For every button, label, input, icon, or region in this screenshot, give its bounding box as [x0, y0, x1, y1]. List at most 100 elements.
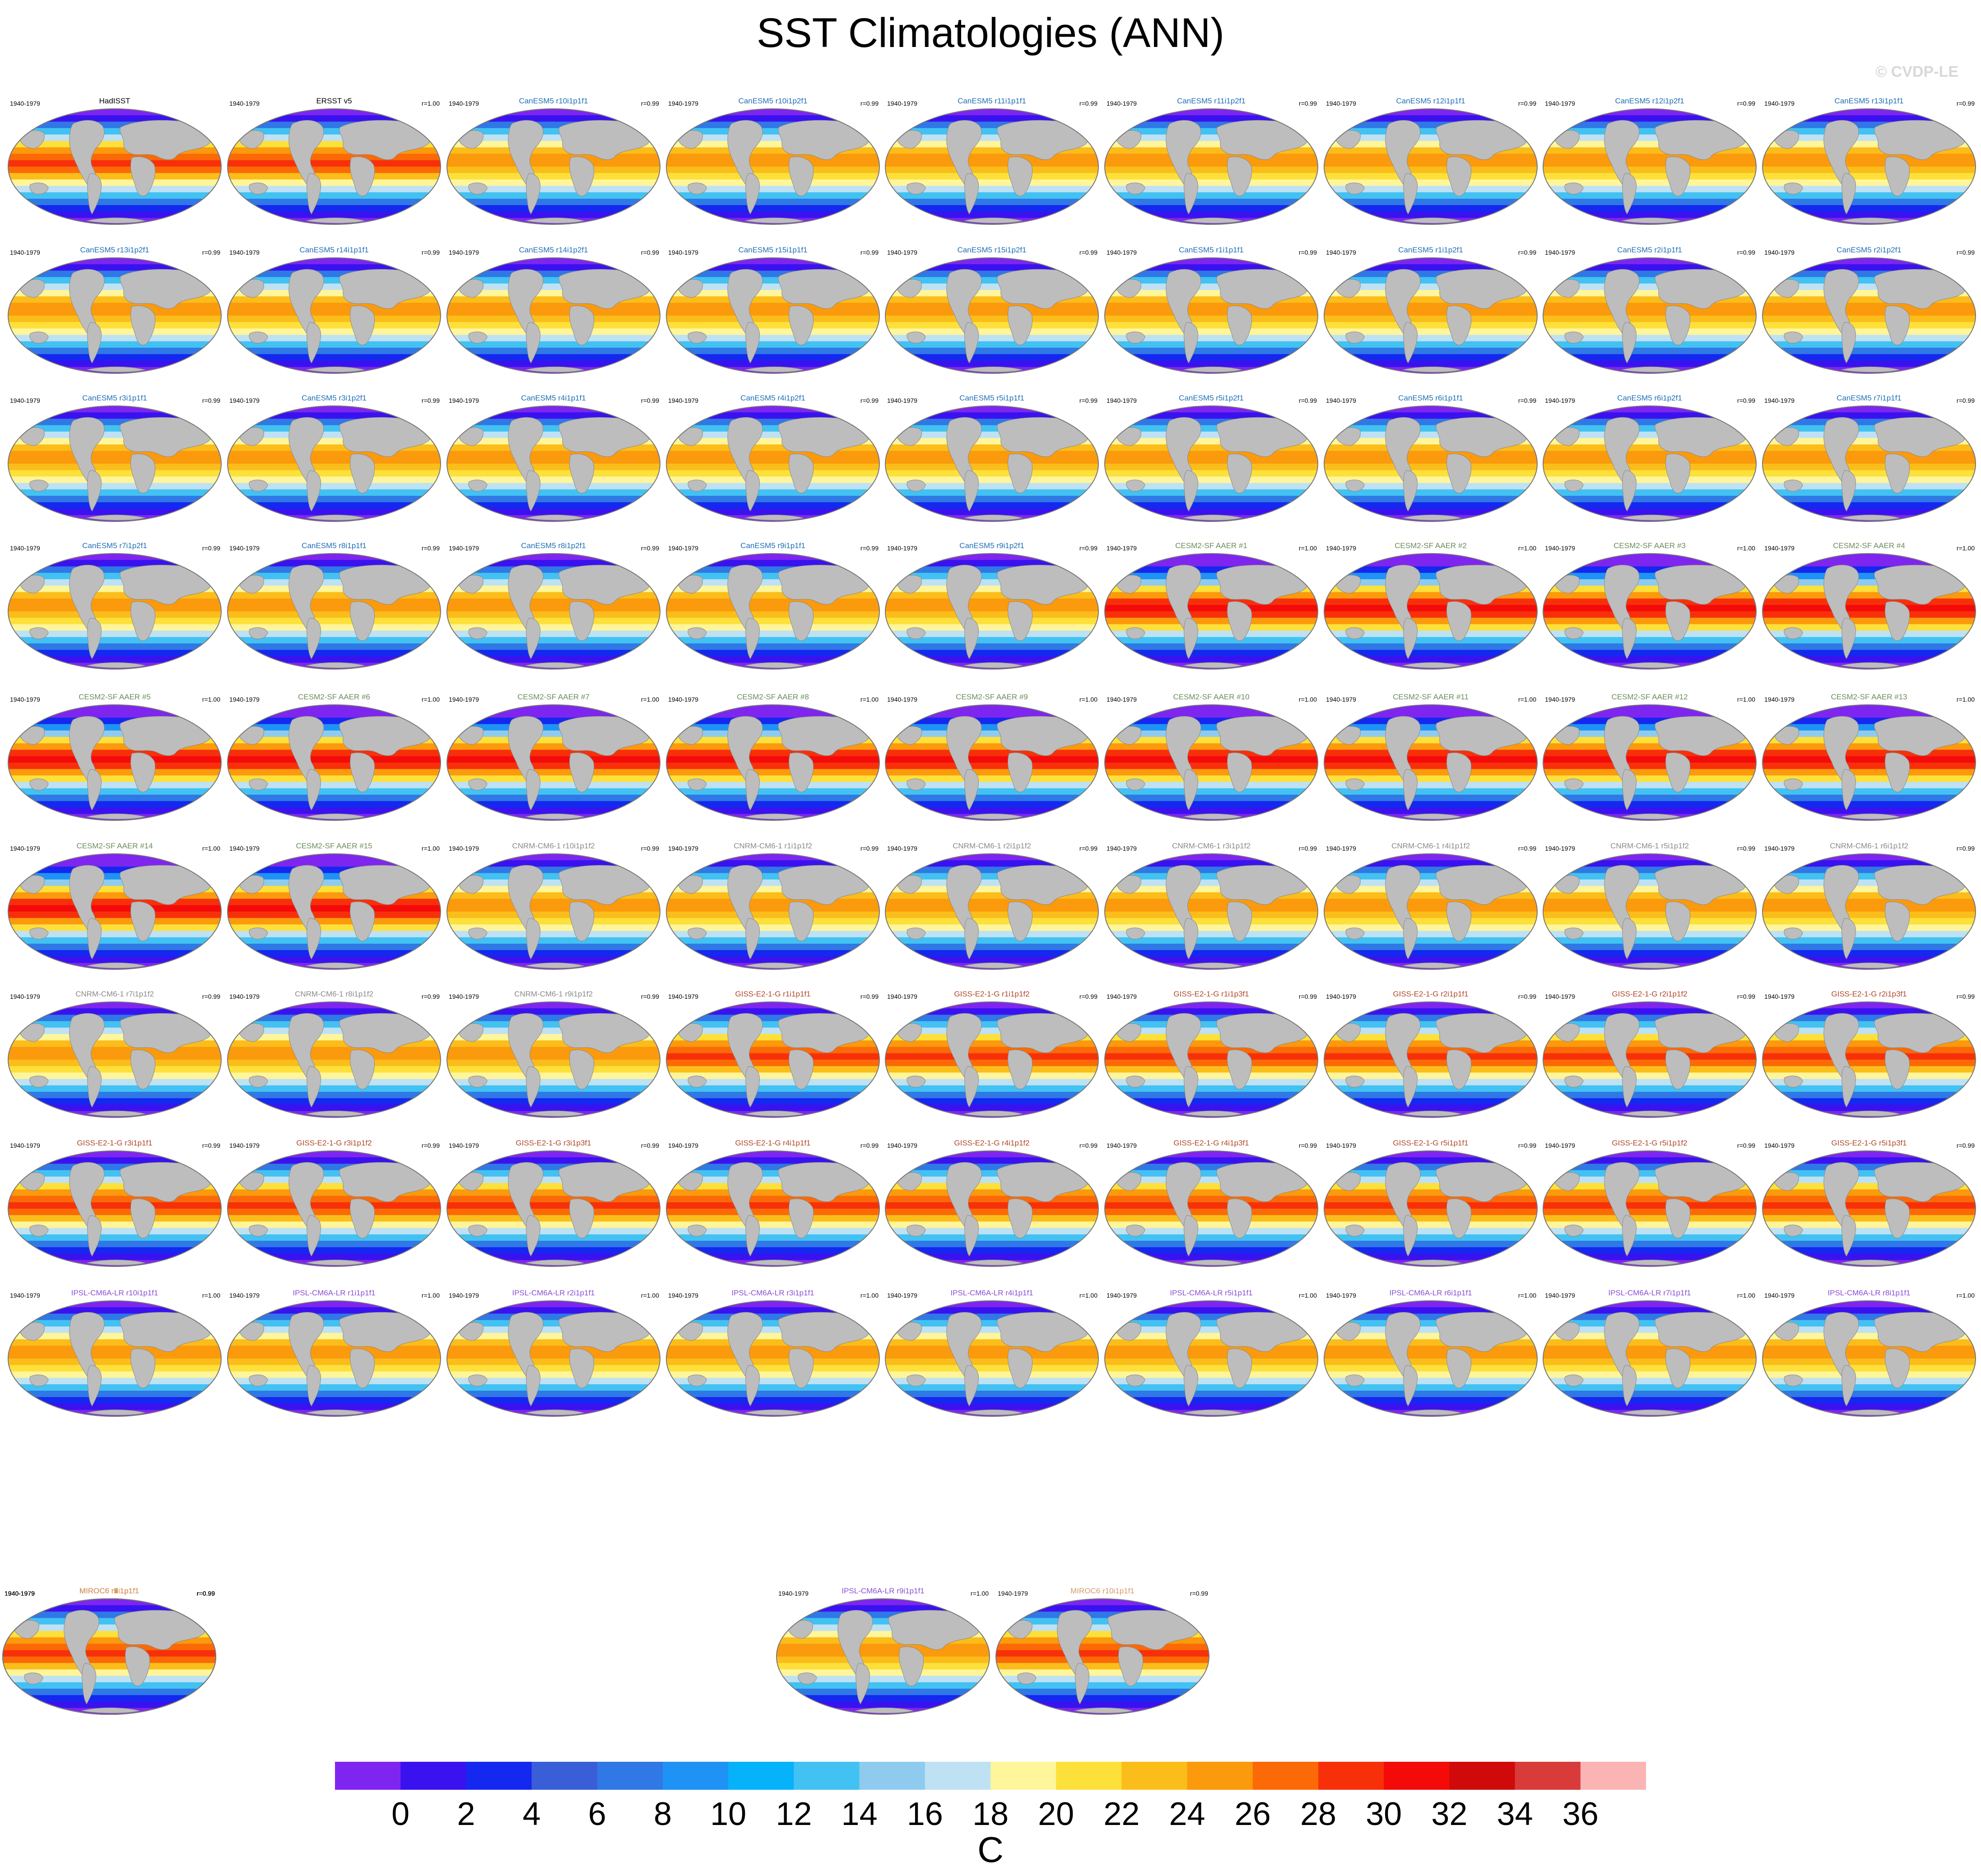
sst-band	[1543, 1008, 1756, 1015]
sst-band	[1324, 630, 1537, 638]
map-outline	[885, 405, 1099, 522]
sst-band	[447, 341, 660, 349]
sst-band	[228, 502, 441, 509]
panel-correlation-label: r=0.99	[196, 1590, 215, 1597]
land-mass	[1564, 627, 1584, 639]
sst-map	[1762, 257, 1976, 374]
sst-band	[1762, 1397, 1976, 1404]
sst-band	[1324, 1202, 1537, 1209]
sst-band	[8, 598, 221, 605]
sst-band	[1324, 749, 1537, 757]
sst-band	[228, 650, 441, 657]
sst-band	[885, 950, 1098, 957]
sst-band	[1543, 179, 1756, 186]
panel-correlation-label: r=0.99	[1518, 993, 1536, 1000]
sst-band	[777, 1657, 990, 1664]
land-mass	[87, 918, 102, 959]
sst-band	[8, 1234, 221, 1242]
map-panel: 1940-1979 CNRM-CM6-1 r4i1p1f2 r=0.99	[1321, 840, 1540, 975]
map-panel: 1940-1979 IPSL-CM6A-LR r5i1p1f1 r=1.00	[1102, 1287, 1321, 1422]
sst-band	[228, 1008, 441, 1015]
sst-band	[1762, 898, 1976, 906]
sst-band	[885, 115, 1098, 122]
panel-correlation-label: r=0.99	[1079, 1142, 1097, 1149]
sst-band	[228, 205, 441, 212]
map-outline	[1762, 1001, 1976, 1118]
sst-band	[1762, 605, 1976, 612]
sst-band	[666, 944, 879, 951]
sst-band	[666, 406, 879, 413]
sst-band	[1762, 854, 1976, 861]
land-mass	[1345, 479, 1365, 492]
panel-correlation-label: r=1.00	[1956, 1292, 1975, 1299]
sst-band	[885, 309, 1098, 316]
sst-band	[1762, 489, 1976, 497]
map-panel: 1940-1979 CESM2-SF AAER #10 r=1.00	[1102, 691, 1321, 826]
sst-band	[1105, 643, 1318, 651]
map-panel: 1940-1979 IPSL-CM6A-LR r6i1p1f1 r=1.00	[1321, 1287, 1540, 1422]
sst-band	[447, 611, 660, 619]
land-mass	[963, 962, 1023, 968]
land-mass	[1126, 1075, 1145, 1088]
sst-band	[1105, 860, 1318, 867]
sst-band	[447, 205, 660, 212]
map-panel: 1940-1979 CNRM-CM6-1 r5i1p1f2 r=0.99	[1540, 840, 1759, 975]
sst-band	[777, 1682, 990, 1690]
sst-band	[1543, 1241, 1756, 1248]
land-mass	[1621, 366, 1681, 372]
sst-band	[8, 1307, 221, 1314]
panel-correlation-label: r=1.00	[1079, 1292, 1097, 1299]
sst-map	[446, 1300, 660, 1417]
sst-band	[447, 705, 660, 712]
sst-band	[8, 650, 221, 657]
sst-band	[666, 775, 879, 782]
sst-band	[1543, 749, 1756, 757]
sst-band	[1324, 1371, 1537, 1378]
land-mass	[1622, 173, 1637, 214]
panel-correlation-label: r=1.00	[1518, 696, 1536, 703]
sst-band	[8, 1378, 221, 1385]
sst-band	[447, 1060, 660, 1067]
sst-band	[1324, 1221, 1537, 1229]
map-panel: 1940-1979 CNRM-CM6-1 r3i1p1f2 r=0.99	[1102, 840, 1321, 975]
sst-band	[885, 1247, 1098, 1254]
map-outline	[1762, 1150, 1976, 1267]
sst-band	[666, 1234, 879, 1242]
panel-period-label: 1940-1979	[668, 993, 698, 1000]
sst-band	[1105, 451, 1318, 458]
panel-title: HadISST	[99, 97, 130, 105]
land-mass	[1665, 1348, 1691, 1388]
sst-map	[885, 108, 1099, 225]
sst-band	[1762, 464, 1976, 471]
sst-band	[666, 154, 879, 161]
sst-band	[228, 775, 441, 782]
land-mass	[526, 1066, 541, 1108]
land-mass	[1227, 1049, 1252, 1089]
sst-band	[447, 656, 660, 663]
panel-correlation-label: r=0.99	[421, 249, 440, 256]
colorbar-segment	[1318, 1762, 1384, 1790]
sst-band	[8, 1098, 221, 1105]
sst-band	[8, 348, 221, 355]
sst-map	[1762, 1300, 1976, 1417]
land-mass	[688, 927, 707, 940]
sst-band	[1105, 1202, 1318, 1209]
map-outline	[885, 1300, 1099, 1417]
land-mass	[86, 813, 146, 819]
land-mass	[1345, 627, 1365, 639]
sst-band	[885, 1371, 1098, 1378]
land-mass	[87, 470, 102, 512]
land-mass	[1007, 901, 1033, 941]
colorbar-tick-label: 36	[1562, 1796, 1599, 1829]
land-mass	[688, 627, 707, 639]
panel-title: GISS-E2-1-G r4i1p1f2	[954, 1139, 1030, 1147]
panel-correlation-label: r=1.00	[1737, 545, 1755, 552]
land-mass	[907, 778, 926, 791]
sst-band	[228, 1359, 441, 1366]
sst-band	[1762, 1151, 1976, 1158]
sst-band	[1762, 1371, 1976, 1378]
sst-map	[1324, 853, 1538, 970]
sst-band	[1762, 199, 1976, 206]
sst-band	[8, 769, 221, 776]
sst-map	[885, 257, 1099, 374]
